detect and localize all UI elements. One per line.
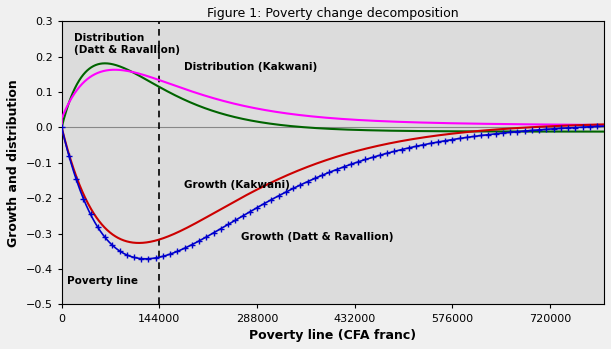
Text: Poverty line: Poverty line [67,276,138,287]
Text: Growth (Kakwani): Growth (Kakwani) [184,180,290,190]
X-axis label: Poverty line (CFA franc): Poverty line (CFA franc) [249,329,417,342]
Text: Distribution
(Datt & Ravallion): Distribution (Datt & Ravallion) [74,33,180,55]
Title: Figure 1: Poverty change decomposition: Figure 1: Poverty change decomposition [207,7,459,20]
Y-axis label: Growth and distribution: Growth and distribution [7,79,20,247]
Text: Growth (Datt & Ravallion): Growth (Datt & Ravallion) [241,232,394,242]
Text: Distribution (Kakwani): Distribution (Kakwani) [184,62,317,73]
